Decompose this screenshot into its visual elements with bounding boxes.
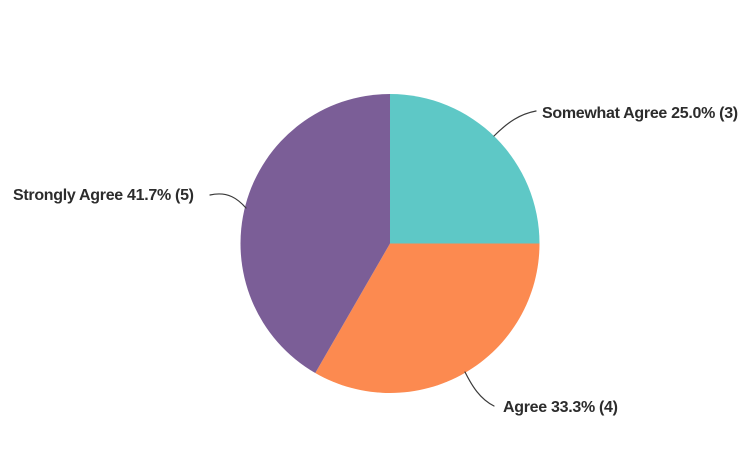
leader-line-somewhat-agree [493,110,537,137]
pie-slice-strongly-agree[interactable] [240,93,390,373]
slice-label-strongly-agree: Strongly Agree 41.7% (5) [13,187,194,204]
leader-line-strongly-agree [209,193,247,209]
slice-label-agree: Agree 33.3% (4) [503,399,618,416]
pie-slice-agree[interactable] [315,243,540,393]
pie-slices-group [240,93,540,393]
slice-label-somewhat-agree: Somewhat Agree 25.0% (3) [542,105,738,122]
leader-lines-group [209,110,537,407]
leader-line-agree [464,371,495,407]
pie-slice-somewhat-agree[interactable] [390,94,540,244]
